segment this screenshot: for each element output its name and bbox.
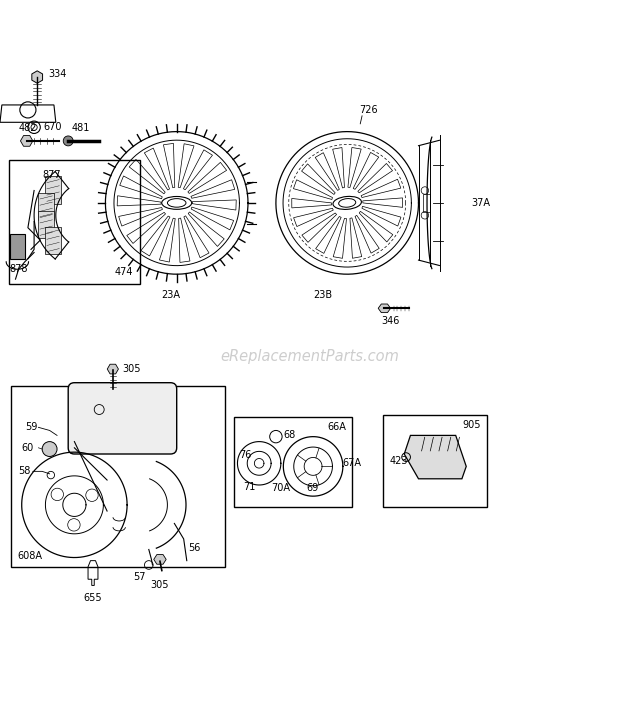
Text: 423: 423 xyxy=(389,456,408,466)
Polygon shape xyxy=(20,136,33,147)
Text: 608A: 608A xyxy=(17,551,42,561)
Text: 57: 57 xyxy=(133,573,146,583)
Text: 726: 726 xyxy=(360,105,378,115)
Bar xyxy=(234,417,352,507)
Text: 58: 58 xyxy=(19,466,31,477)
Text: 68: 68 xyxy=(283,430,296,440)
Text: 67A: 67A xyxy=(343,458,362,469)
FancyBboxPatch shape xyxy=(38,193,54,220)
Text: 76: 76 xyxy=(239,451,251,460)
Polygon shape xyxy=(32,71,43,83)
Text: 37A: 37A xyxy=(471,198,490,208)
Bar xyxy=(11,386,225,567)
Text: 23B: 23B xyxy=(313,290,332,300)
Polygon shape xyxy=(107,364,118,374)
Polygon shape xyxy=(378,304,391,313)
Bar xyxy=(383,415,487,507)
Text: 305: 305 xyxy=(151,580,169,590)
FancyBboxPatch shape xyxy=(45,227,61,254)
Text: 56: 56 xyxy=(188,543,200,553)
Text: 71: 71 xyxy=(244,482,256,492)
Text: 877: 877 xyxy=(42,170,61,180)
Text: 670: 670 xyxy=(43,122,62,132)
Circle shape xyxy=(42,442,57,456)
Text: 878: 878 xyxy=(9,264,28,274)
Text: 23A: 23A xyxy=(161,290,180,300)
Text: 334: 334 xyxy=(48,69,67,79)
Text: 346: 346 xyxy=(381,316,400,326)
Bar xyxy=(423,193,430,212)
Text: 70A: 70A xyxy=(272,483,291,493)
FancyBboxPatch shape xyxy=(68,383,177,454)
Text: 60: 60 xyxy=(22,443,34,453)
Text: 905: 905 xyxy=(463,420,481,430)
Text: 59: 59 xyxy=(25,422,37,432)
Polygon shape xyxy=(404,435,466,479)
FancyBboxPatch shape xyxy=(38,211,54,238)
Text: 69: 69 xyxy=(306,483,319,493)
Text: 482: 482 xyxy=(19,123,37,134)
Circle shape xyxy=(63,136,73,146)
Text: 655: 655 xyxy=(84,593,102,603)
Bar xyxy=(10,234,25,258)
Bar xyxy=(9,160,140,284)
Text: 66A: 66A xyxy=(327,422,346,432)
Text: eReplacementParts.com: eReplacementParts.com xyxy=(221,349,399,364)
FancyBboxPatch shape xyxy=(45,176,61,204)
Text: 305: 305 xyxy=(122,364,141,374)
Text: 474: 474 xyxy=(115,267,133,277)
Polygon shape xyxy=(154,554,166,564)
Text: 481: 481 xyxy=(71,123,90,134)
